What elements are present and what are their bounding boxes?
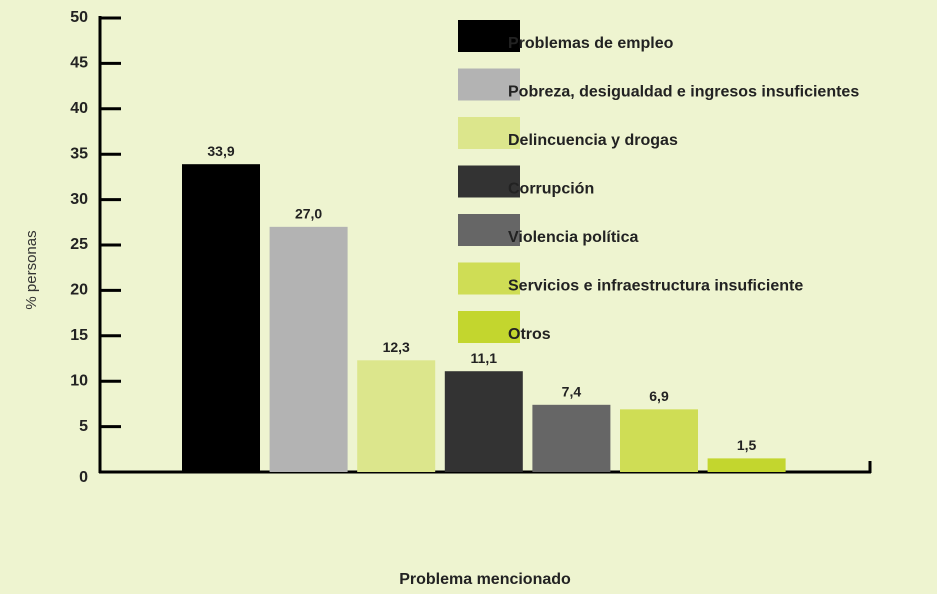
legend-swatch xyxy=(458,262,520,295)
legend-swatch xyxy=(458,311,520,343)
bar xyxy=(182,164,260,473)
y-axis-label: % personas xyxy=(23,230,40,309)
legend-label: Servicios e infraestructura insuficiente xyxy=(508,278,803,295)
bar xyxy=(532,404,611,472)
legend-swatch xyxy=(458,20,520,52)
y-tick-label: 10 xyxy=(70,372,88,389)
legend-label: Corrupción xyxy=(508,181,594,198)
y-tick-label: 0 xyxy=(79,469,88,486)
bar xyxy=(269,226,348,472)
legend-label: Problemas de empleo xyxy=(508,35,674,52)
legend-label: Delincuencia y drogas xyxy=(508,132,678,149)
value-label: 12,3 xyxy=(383,339,410,355)
value-label: 6,9 xyxy=(649,388,669,404)
value-label: 27,0 xyxy=(295,206,322,222)
legend-swatch xyxy=(458,165,520,198)
y-tick-label: 20 xyxy=(70,282,88,299)
value-label: 33,9 xyxy=(207,143,234,159)
y-tick-label: 35 xyxy=(70,145,88,162)
legend-label: Violencia política xyxy=(508,229,639,246)
y-tick-label: 30 xyxy=(70,191,88,208)
y-tick-label: 40 xyxy=(70,100,88,117)
legend-label: Pobreza, desigualdad e ingresos insufici… xyxy=(508,84,859,101)
bar xyxy=(707,458,786,472)
value-label: 11,1 xyxy=(471,350,498,366)
legend-swatch xyxy=(458,68,520,101)
value-label: 7,4 xyxy=(562,384,582,400)
bar xyxy=(444,371,523,472)
bar xyxy=(357,360,436,472)
y-tick-label: 45 xyxy=(70,55,88,72)
bar xyxy=(620,409,698,472)
y-tick-label: 50 xyxy=(70,9,88,26)
y-tick-label: 25 xyxy=(70,236,88,253)
legend-label: Otros xyxy=(508,326,551,343)
legend-swatch xyxy=(458,214,520,246)
x-axis-label: Problema mencionado xyxy=(399,571,571,588)
y-tick-label: 15 xyxy=(70,327,88,344)
y-tick-label: 5 xyxy=(79,418,88,435)
value-label: 1,5 xyxy=(737,437,757,453)
legend-swatch xyxy=(458,117,520,149)
